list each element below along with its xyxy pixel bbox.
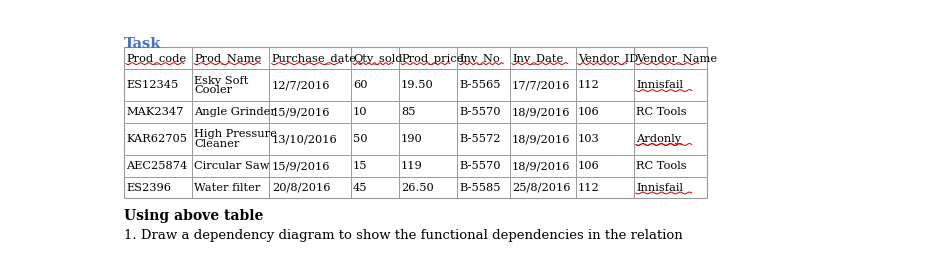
Text: Vendor_Name: Vendor_Name bbox=[636, 53, 717, 64]
Text: 15/9/2016: 15/9/2016 bbox=[272, 107, 330, 117]
Text: Esky Soft: Esky Soft bbox=[194, 76, 249, 86]
Text: ES2396: ES2396 bbox=[126, 183, 171, 193]
Text: KAR62705: KAR62705 bbox=[126, 134, 187, 144]
Text: Prod_price: Prod_price bbox=[401, 53, 464, 64]
Text: Prod_Name: Prod_Name bbox=[194, 53, 261, 64]
Bar bbox=[124, 47, 708, 198]
Text: ES12345: ES12345 bbox=[126, 80, 178, 90]
Text: 106: 106 bbox=[578, 107, 600, 117]
Text: 17/7/2016: 17/7/2016 bbox=[512, 80, 570, 90]
Text: 25/8/2016: 25/8/2016 bbox=[512, 183, 570, 193]
Text: 26.50: 26.50 bbox=[401, 183, 434, 193]
Text: Cleaner: Cleaner bbox=[194, 139, 239, 149]
Text: 60: 60 bbox=[353, 80, 368, 90]
Text: 20/8/2016: 20/8/2016 bbox=[272, 183, 330, 193]
Text: 190: 190 bbox=[401, 134, 423, 144]
Text: B-5570: B-5570 bbox=[459, 161, 500, 171]
Text: 50: 50 bbox=[353, 134, 368, 144]
Text: Ardonly: Ardonly bbox=[636, 134, 681, 144]
Text: 1. Draw a dependency diagram to show the functional dependencies in the relation: 1. Draw a dependency diagram to show the… bbox=[124, 229, 682, 242]
Text: 112: 112 bbox=[578, 80, 600, 90]
Text: 112: 112 bbox=[578, 183, 600, 193]
Text: RC Tools: RC Tools bbox=[636, 107, 687, 117]
Text: 45: 45 bbox=[353, 183, 368, 193]
Text: Innisfail: Innisfail bbox=[636, 183, 683, 193]
Text: RC Tools: RC Tools bbox=[636, 161, 687, 171]
Text: 119: 119 bbox=[401, 161, 423, 171]
Text: 13/10/2016: 13/10/2016 bbox=[272, 134, 338, 144]
Text: Vendor_ID: Vendor_ID bbox=[578, 53, 638, 64]
Text: 12/7/2016: 12/7/2016 bbox=[272, 80, 330, 90]
Text: Circular Saw: Circular Saw bbox=[194, 161, 270, 171]
Text: Purchase_date: Purchase_date bbox=[272, 53, 357, 64]
Text: Cooler: Cooler bbox=[194, 85, 233, 95]
Text: Prod_code: Prod_code bbox=[126, 53, 186, 64]
Text: B-5572: B-5572 bbox=[459, 134, 500, 144]
Text: Inv_Date: Inv_Date bbox=[512, 53, 563, 64]
Text: 15: 15 bbox=[353, 161, 368, 171]
Text: Angle Grinder: Angle Grinder bbox=[194, 107, 276, 117]
Text: Inv_No: Inv_No bbox=[459, 53, 500, 64]
Text: 106: 106 bbox=[578, 161, 600, 171]
Text: AEC25874: AEC25874 bbox=[126, 161, 187, 171]
Text: Qty_sold: Qty_sold bbox=[353, 53, 403, 64]
Text: 103: 103 bbox=[578, 134, 600, 144]
Text: B-5565: B-5565 bbox=[459, 80, 500, 90]
Text: 10: 10 bbox=[353, 107, 368, 117]
Text: Water filter: Water filter bbox=[194, 183, 260, 193]
Text: 19.50: 19.50 bbox=[401, 80, 434, 90]
Text: 18/9/2016: 18/9/2016 bbox=[512, 161, 570, 171]
Text: 18/9/2016: 18/9/2016 bbox=[512, 134, 570, 144]
Text: 18/9/2016: 18/9/2016 bbox=[512, 107, 570, 117]
Text: Using above table: Using above table bbox=[124, 209, 263, 223]
Text: High Pressure: High Pressure bbox=[194, 129, 277, 139]
Text: 85: 85 bbox=[401, 107, 415, 117]
Text: MAK2347: MAK2347 bbox=[126, 107, 184, 117]
Text: Innisfail: Innisfail bbox=[636, 80, 683, 90]
Text: 15/9/2016: 15/9/2016 bbox=[272, 161, 330, 171]
Text: B-5585: B-5585 bbox=[459, 183, 500, 193]
Text: B-5570: B-5570 bbox=[459, 107, 500, 117]
Text: Task: Task bbox=[124, 38, 161, 52]
